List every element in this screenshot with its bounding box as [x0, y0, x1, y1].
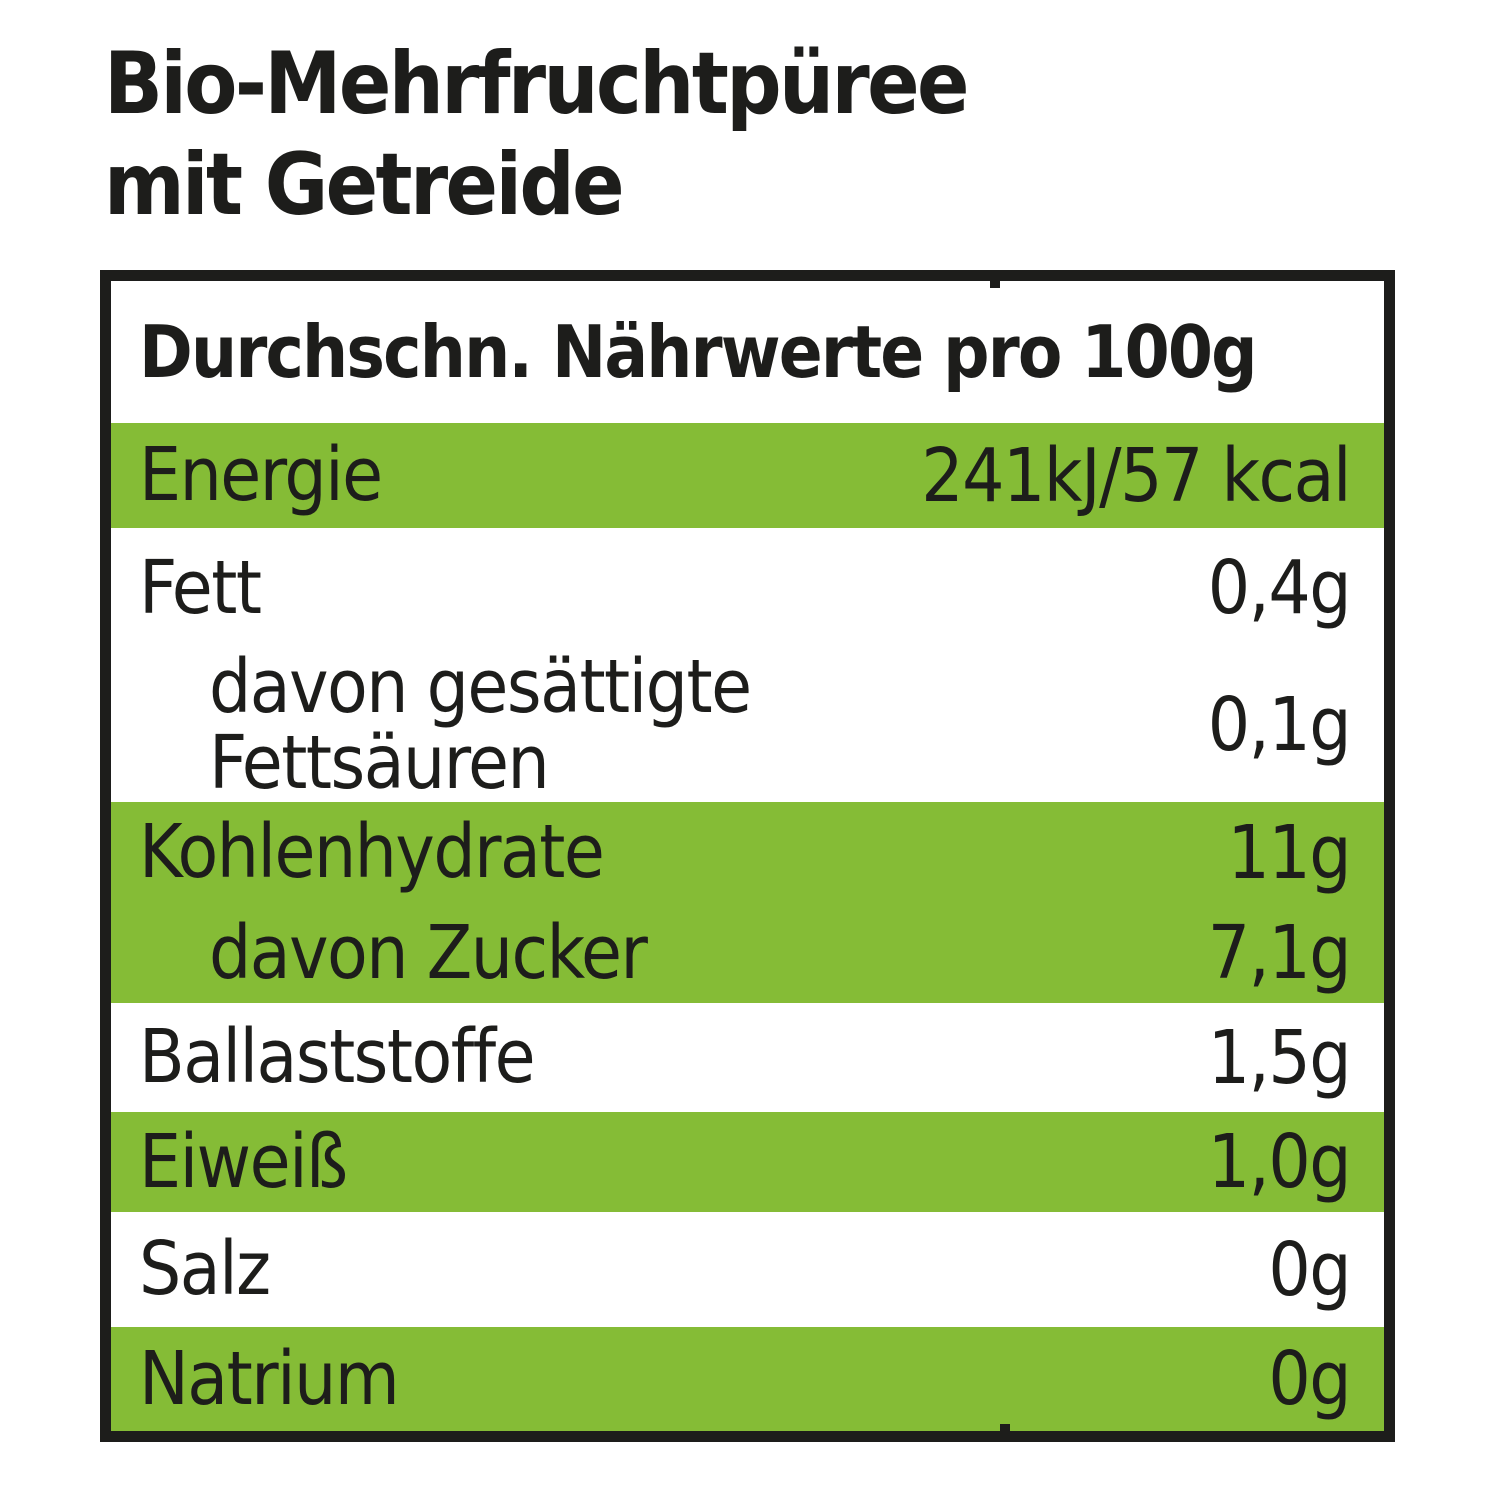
nutrient-label: Salz [139, 1226, 271, 1313]
product-title: Bio-Mehrfruchtpüree mit Getreide [104, 34, 970, 237]
row-fiber: Ballaststoffe 1,5g [111, 1003, 1384, 1112]
nutrient-label: davon Zucker [209, 909, 648, 996]
nutrient-label: Energie [139, 432, 383, 519]
nutrient-value: 7,1g [1207, 910, 1352, 996]
nutrient-label: davon gesättigte Fettsäuren [209, 643, 752, 806]
row-protein: Eiweiß 1,0g [111, 1112, 1384, 1212]
nutrition-table: Durchschn. Nährwerte pro 100g Energie 24… [100, 270, 1395, 1442]
row-carbohydrate: Kohlenhydrate 11g [111, 802, 1384, 903]
nutrient-label: Kohlenhydrate [139, 809, 605, 896]
nutrient-label: Natrium [139, 1335, 400, 1422]
product-title-line1: Bio-Mehrfruchtpüree [104, 34, 970, 134]
row-sugar: davon Zucker 7,1g [111, 903, 1384, 1003]
row-energy: Energie 241kJ/57 kcal [111, 423, 1384, 528]
nutrient-label: Ballaststoffe [139, 1014, 536, 1101]
nutrient-value: 0g [1268, 1336, 1351, 1422]
nutrient-value: 11g [1227, 809, 1351, 896]
nutrient-label: Fett [139, 544, 262, 631]
row-saturated-fat: davon gesättigte Fettsäuren 0,1g [111, 648, 1384, 802]
column-divider-tick-top [990, 281, 1000, 288]
nutrient-value: 0,4g [1207, 545, 1352, 631]
row-fat: Fett 0,4g [111, 528, 1384, 648]
nutrient-value: 0,1g [1207, 682, 1352, 768]
nutrient-label: Eiweiß [139, 1118, 348, 1205]
row-salt: Salz 0g [111, 1212, 1384, 1327]
product-title-line2: mit Getreide [104, 135, 625, 236]
nutrient-value: 241kJ/57 kcal [921, 432, 1351, 519]
nutrient-value: 1,5g [1207, 1014, 1352, 1101]
table-header-text: Durchschn. Nährwerte pro 100g [139, 310, 1257, 394]
nutrient-value: 1,0g [1207, 1119, 1352, 1205]
nutrient-value: 0g [1268, 1226, 1351, 1313]
table-header-row: Durchschn. Nährwerte pro 100g [111, 281, 1384, 423]
row-sodium: Natrium 0g [111, 1327, 1384, 1431]
column-divider-tick-bottom [1000, 1424, 1010, 1431]
